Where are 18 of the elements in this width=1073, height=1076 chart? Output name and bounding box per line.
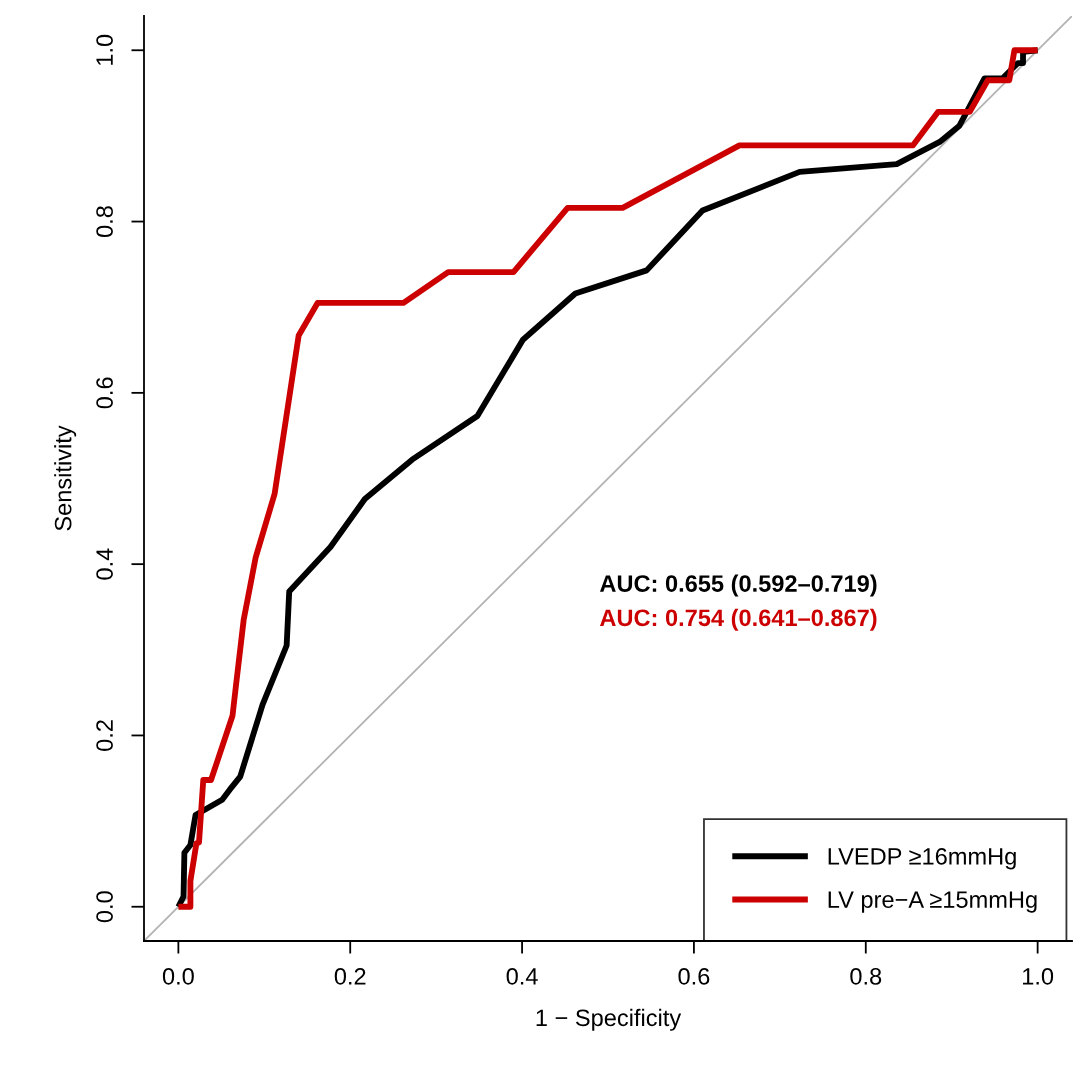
y-tick-label: 1.0 [96,34,113,65]
y-tick-label: 0.2 [96,720,113,751]
x-tick-label: 0.0 [162,968,194,985]
x-axis-title: 1 − Specificity [536,1008,682,1031]
y-tick-label: 0.0 [96,891,113,923]
x-tick-label: 0.2 [334,968,366,985]
annotation: AUC: 0.655 (0.592–0.719) [599,574,877,597]
x-tick-label: 0.6 [678,968,710,985]
annotation: AUC: 0.754 (0.641–0.867) [599,608,877,631]
x-tick-label: 0.4 [506,968,538,985]
legend-label: LV pre−A ≥15mmHg [828,891,1037,913]
x-tick-label: 1.0 [1023,968,1054,985]
y-tick-label: 0.4 [96,548,113,580]
y-tick-label: 0.6 [96,377,113,409]
legend-label: LVEDP ≥16mmHg [828,848,1016,870]
x-tick-label: 0.8 [850,968,882,985]
y-tick-label: 0.8 [96,206,113,238]
y-axis-title: Sensitivity [54,425,77,531]
